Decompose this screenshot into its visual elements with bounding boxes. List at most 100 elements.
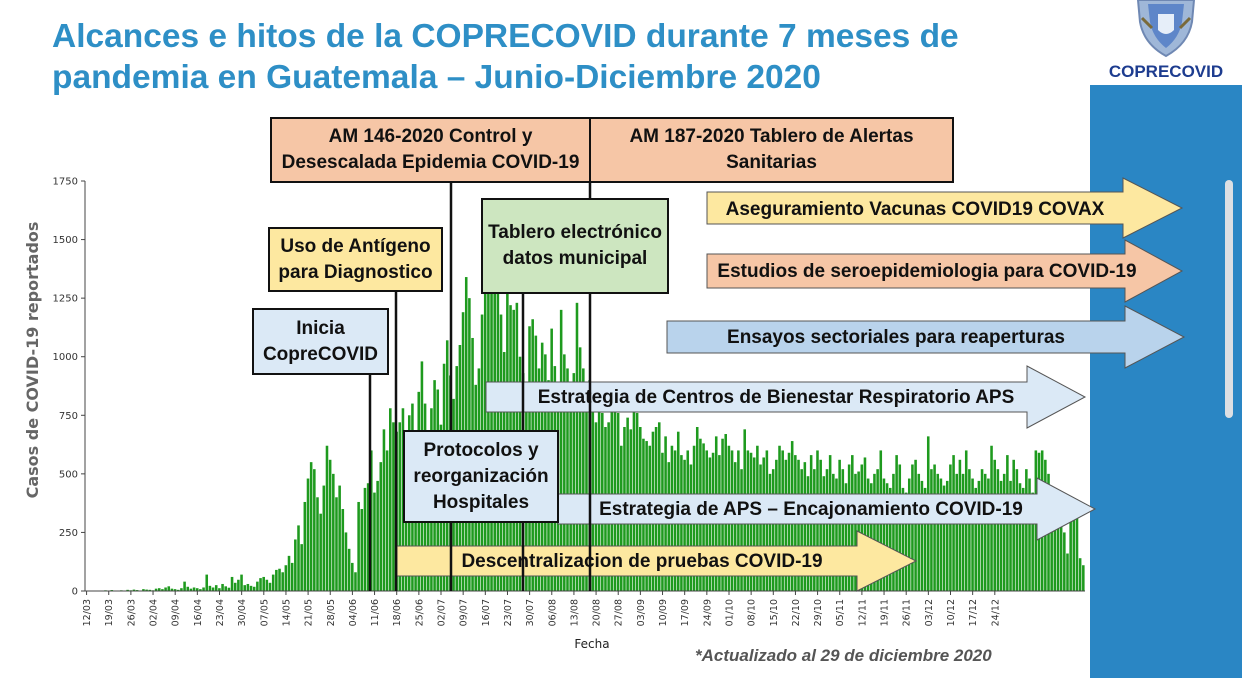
bar (145, 589, 148, 591)
bar (132, 589, 136, 591)
bar (208, 585, 212, 591)
box-antigeno: Uso de Antígeno para Diagnostico (268, 227, 443, 292)
bar (170, 588, 174, 591)
bar (1066, 553, 1069, 591)
x-tick-label: 21/05 (304, 599, 315, 626)
bar (1037, 452, 1041, 591)
x-tick-label: 04/06 (348, 599, 359, 626)
bar (1012, 459, 1015, 591)
bar (832, 473, 835, 591)
bar (914, 459, 917, 591)
x-tick-label: 27/08 (614, 599, 625, 626)
bar (230, 576, 234, 591)
bar (952, 455, 955, 591)
y-tick-label: 1000 (53, 352, 78, 363)
x-tick-label: 12/11 (857, 599, 868, 626)
bar (907, 478, 911, 591)
bar (392, 422, 395, 591)
bar (268, 582, 272, 591)
bar (835, 478, 838, 591)
bar (1006, 455, 1009, 591)
bar (148, 589, 152, 591)
bar (958, 459, 962, 591)
bar (578, 347, 582, 591)
x-tick-label: 29/10 (813, 599, 824, 626)
bar (939, 478, 943, 591)
y-tick-label: 1500 (53, 235, 78, 246)
bar (892, 473, 895, 591)
y-tick-label: 750 (59, 411, 78, 422)
bar (366, 483, 370, 591)
arrow-covax-label: Aseguramiento Vacunas COVID19 COVAX (725, 199, 1105, 220)
bar (1009, 480, 1012, 591)
coat-of-arms-logo (1136, 0, 1196, 58)
x-tick-label: 15/10 (769, 599, 780, 626)
bar (126, 589, 129, 591)
bar (1015, 469, 1019, 591)
x-tick-label: 05/11 (835, 599, 846, 626)
x-tick-label: 26/03 (126, 599, 137, 626)
bar (1059, 516, 1063, 591)
bar (351, 562, 354, 591)
bar (575, 302, 579, 591)
arrow-seroepi-label: Estudios de seroepidemiologia para COVID… (717, 261, 1137, 282)
y-tick-label: 1750 (53, 177, 78, 188)
bar (945, 480, 949, 591)
arrow-aps-label: Estrategia de APS – Encajonamiento COVID… (599, 499, 1023, 520)
scrollbar[interactable] (1225, 180, 1233, 418)
footnote: *Actualizado al 29 de diciembre 2020 (695, 646, 992, 665)
x-tick-label: 13/08 (569, 599, 580, 626)
x-tick-label: 02/04 (149, 599, 160, 626)
bar (186, 586, 190, 591)
bar (240, 574, 243, 591)
bar (338, 485, 341, 591)
x-tick-label: 10/09 (658, 599, 669, 626)
bar (341, 509, 345, 591)
y-tick-label: 0 (72, 587, 78, 598)
bar (376, 480, 379, 591)
bar (961, 473, 965, 591)
bar (1075, 513, 1079, 591)
bar (379, 462, 383, 591)
bar (306, 478, 310, 591)
bar (157, 588, 161, 591)
bar (370, 450, 373, 591)
bar (398, 422, 402, 591)
bar (936, 473, 940, 591)
bar (275, 569, 278, 591)
bar (414, 459, 417, 591)
bar (284, 565, 288, 591)
x-tick-label: 25/06 (414, 599, 425, 626)
bar (344, 532, 348, 591)
bar (866, 478, 870, 591)
bar (224, 586, 227, 591)
bar (328, 459, 332, 591)
bar (313, 469, 316, 591)
x-tick-label: 12/03 (82, 599, 93, 626)
box-am146: AM 146-2020 Control y Desescalada Epidem… (270, 117, 591, 183)
x-tick-label: 09/04 (171, 599, 182, 626)
bar (290, 562, 294, 591)
bar (173, 589, 177, 591)
bar (287, 555, 291, 591)
x-tick-label: 11/06 (370, 599, 381, 626)
x-tick-label: 23/07 (503, 599, 514, 626)
bar (195, 588, 199, 591)
bar (357, 501, 360, 591)
bar (202, 587, 205, 591)
bar (259, 578, 262, 591)
bar (1031, 492, 1034, 591)
box-inicia: Inicia CopreCOVID (252, 308, 389, 375)
bar (218, 588, 221, 591)
bar (1053, 494, 1057, 591)
bar (335, 497, 338, 591)
bar (980, 469, 984, 591)
logo-text: COPRECOVID (1108, 62, 1224, 81)
bar (167, 586, 171, 591)
arrow-descentral-label: Descentralizacion de pruebas COVID-19 (461, 551, 823, 572)
bar (271, 574, 275, 591)
bar (233, 582, 237, 591)
bar (154, 588, 158, 591)
bar (294, 539, 297, 591)
bar (243, 585, 246, 591)
